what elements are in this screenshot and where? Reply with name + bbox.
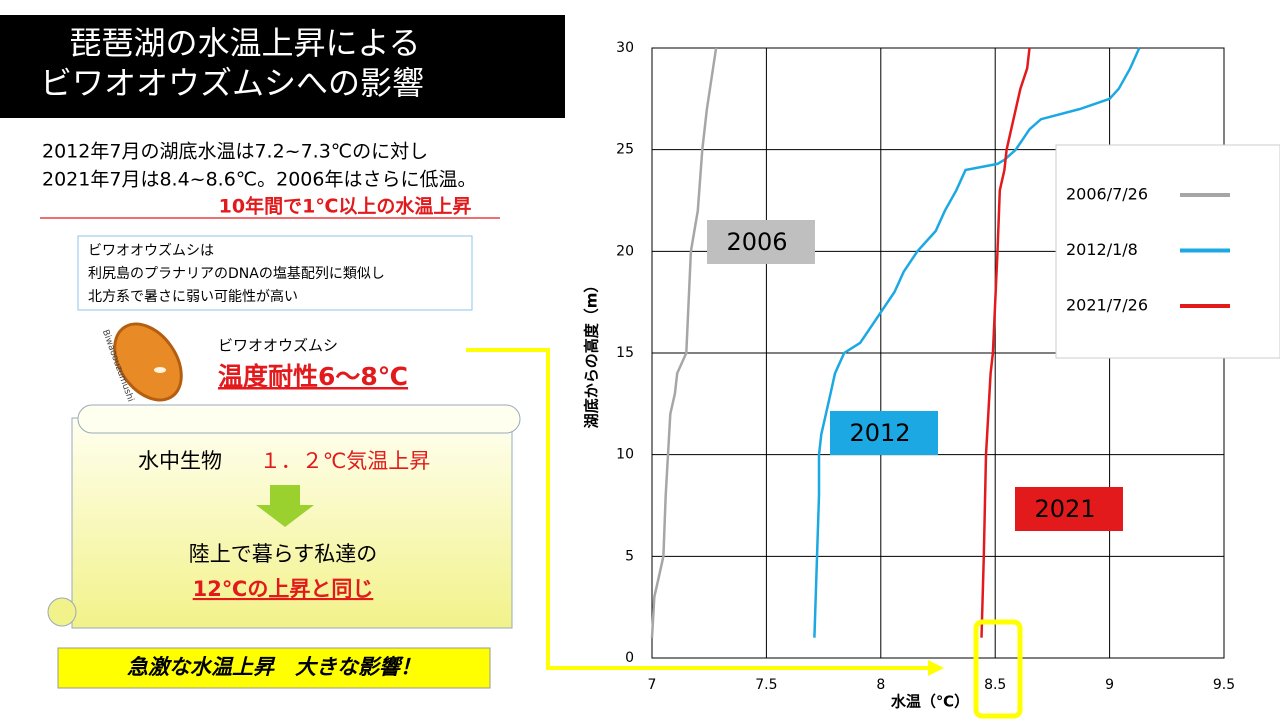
y-tick-label: 0: [625, 650, 634, 666]
down-arrow: [256, 485, 314, 527]
connector-head: [928, 660, 944, 676]
x-axis-label: 水温（℃）: [891, 693, 969, 711]
summary-line: 2012年7月の湖底水温は7.2~7.3℃のに対し: [42, 141, 428, 163]
scroll-text: 12℃の上昇と同じ: [193, 577, 374, 601]
title-line: ビワオオウズムシへの影響: [40, 64, 424, 102]
annotation-label: 2021: [1034, 495, 1095, 523]
conclusion-box: [57, 647, 491, 689]
y-axis-label: 湖底からの高度（m）: [583, 278, 601, 429]
title-line: 琵琶湖の水温上昇による: [69, 24, 420, 62]
title-box: [0, 15, 565, 118]
legend-label: 2006/7/26: [1066, 185, 1148, 204]
y-tick-label: 15: [616, 345, 634, 361]
x-tick-label: 8: [876, 677, 885, 693]
annotation-label: 2006: [726, 228, 787, 256]
y-tick-label: 5: [625, 548, 634, 564]
x-tick-label: 7: [648, 677, 657, 693]
y-tick-label: 10: [616, 447, 634, 463]
legend-label: 2012/1/8: [1066, 240, 1138, 259]
note-line: ビワオオウズムシは: [88, 243, 214, 259]
scroll-text: １．２℃気温上昇: [260, 449, 431, 473]
annotation-box: [1015, 487, 1123, 531]
y-tick-label: 20: [616, 243, 634, 259]
tolerance: 温度耐性6～8℃: [218, 362, 408, 391]
worm-image: [113, 322, 183, 402]
legend-label: 2021/7/26: [1066, 296, 1148, 315]
scroll-curl: [47, 597, 77, 627]
y-tick-label: 30: [616, 40, 634, 56]
note-box: [77, 235, 473, 311]
conclusion: 急激な水温上昇 大きな影響！: [127, 655, 421, 679]
annotation-label: 2012: [849, 419, 910, 447]
scroll-top: [77, 404, 521, 434]
scroll-text: 陸上で暮らす私達の: [189, 542, 378, 566]
scroll-text: 水中生物: [138, 449, 222, 473]
chart: 0 5 10 15 20 25 30 7 7.5 8 8.5 9 9.5 水温（℃） 湖底からの高度（m） 2…: [583, 40, 1280, 711]
x-tick-label: 7.5: [755, 677, 777, 693]
connector: [466, 348, 930, 670]
series-line: [980, 47, 1031, 638]
legend-box: [1055, 144, 1280, 359]
note-line: 北方系で暑さに弱い可能性が高い: [88, 288, 298, 305]
x-tick-label: 9: [1105, 677, 1114, 693]
series-line: [650, 47, 718, 638]
y-tick-label: 25: [616, 142, 634, 158]
annotation-box: [707, 220, 815, 264]
x-tick-label: 9.5: [1213, 677, 1235, 693]
annotation-box: [830, 411, 938, 455]
species-name: ビワオオウズムシ: [218, 337, 338, 355]
highlight-box: [973, 619, 1023, 719]
series-line: [813, 47, 1141, 638]
scroll-body: [71, 417, 513, 629]
note-line: 利尻島のプラナリアのDNAの塩基配列に類似し: [88, 265, 385, 282]
worm-highlight: [154, 367, 166, 373]
summary-highlight: 10年間で1℃以上の水温上昇: [219, 195, 472, 218]
x-tick-label: 8.5: [984, 677, 1006, 693]
summary-line: 2021年7月は8.4~8.6℃。2006年はさらに低温。: [42, 169, 477, 191]
